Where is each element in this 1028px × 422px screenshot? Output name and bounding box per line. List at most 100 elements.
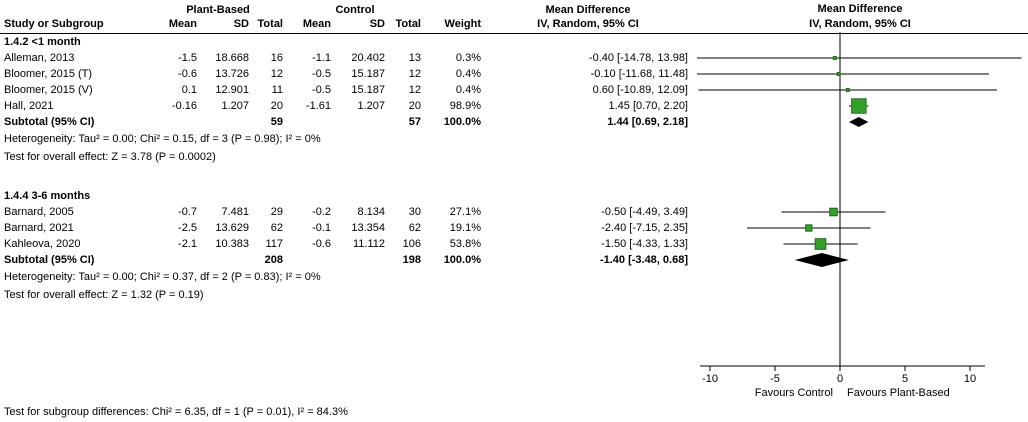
effect-square [845, 88, 850, 92]
mean-pb-value [150, 252, 200, 268]
sd-pb-value: 18.668 [215, 52, 249, 64]
mean-pb-value [150, 114, 200, 130]
subgroup-difference-text: Test for subgroup differences: Chi² = 6.… [4, 406, 348, 418]
sd-c-value: 13.354 [351, 222, 385, 234]
sd-pb-value [200, 114, 252, 130]
mean-pb-value: -0.7 [178, 206, 197, 218]
study-name: Subtotal (95% CI) [4, 254, 95, 266]
study-col-header: Study or Subgroup [4, 18, 104, 30]
mean-pb-value: 0.1 [181, 84, 197, 96]
overall-effect-text: Test for overall effect: Z = 3.78 (P = 0… [4, 151, 216, 163]
study-row: Barnard, 2021 -2.5 13.629 62 -0.1 13.354 62 19.… [0, 220, 692, 236]
subtotal-diamond [848, 117, 869, 127]
sd-pb-value: 1.207 [221, 100, 249, 112]
ci-text: -0.10 [-11.68, 11.48] [590, 68, 688, 80]
plot-mean-difference-header: Mean Difference [817, 3, 903, 15]
total-pb-col-header: Total [257, 18, 283, 30]
sd-pb-value: 13.629 [215, 222, 249, 234]
sd-pb-value: 13.726 [215, 68, 249, 80]
heterogeneity-row: Heterogeneity: Tau² = 0.00; Chi² = 0.15,… [0, 130, 692, 148]
effect-square [805, 224, 813, 232]
subgroup-title-row: 1.4.2 <1 month [0, 34, 692, 50]
ci-text: -2.40 [-7.15, 2.35] [601, 222, 688, 234]
subtotal-row: Subtotal (95% CI) 59 57 100.0% 1.44 [0.69, 2… [0, 114, 692, 130]
axis-tick-label: 5 [902, 373, 908, 385]
total-c-value: 198 [402, 254, 421, 266]
total-c-value: 12 [408, 68, 421, 80]
effect-square [836, 72, 841, 76]
group2-header: Control [335, 4, 375, 16]
sd-c-value: 1.207 [357, 100, 385, 112]
study-name: Barnard, 2005 [4, 206, 74, 218]
ci-text: 1.45 [0.70, 2.20] [608, 100, 688, 112]
weight-value: 98.9% [449, 100, 481, 112]
ci-text: -0.40 [-14.78, 13.98] [588, 52, 688, 64]
study-name: Bloomer, 2015 (T) [4, 68, 93, 80]
study-table: Plant-Based Control Mean Difference Stud… [0, 0, 692, 304]
effect-square [851, 98, 867, 114]
study-row: Bloomer, 2015 (T) -0.6 13.726 12 -0.5 15.187 1… [0, 66, 692, 82]
header-spacer [0, 3, 150, 17]
weight-col-header: Weight [444, 18, 481, 30]
ci-text: -0.50 [-4.49, 3.49] [601, 206, 688, 218]
subtotal-row: Subtotal (95% CI) 208 198 100.0% -1.40 [-3.4… [0, 252, 692, 268]
sd-pb-value: 12.901 [215, 84, 249, 96]
ci-text: 0.60 [-10.89, 12.09] [592, 84, 688, 96]
mean-c-value: -0.6 [312, 238, 331, 250]
total-pb-value: 59 [270, 116, 283, 128]
study-name: Kahleova, 2020 [4, 238, 81, 250]
group1-header: Plant-Based [186, 4, 250, 16]
study-name: Subtotal (95% CI) [4, 116, 95, 128]
ci-text: -1.50 [-4.33, 1.33] [601, 238, 688, 250]
mean-pb-value: -2.5 [178, 222, 197, 234]
weight-value: 100.0% [443, 254, 481, 266]
study-row: Bloomer, 2015 (V) 0.1 12.901 11 -0.5 15.187 12… [0, 82, 692, 98]
mean-pb-col-header: Mean [168, 18, 197, 30]
weight-value: 0.4% [455, 68, 481, 80]
axis-tick-label: -5 [770, 373, 780, 385]
sd-c-value [334, 114, 388, 130]
total-pb-value: 117 [265, 238, 283, 250]
mean-c-value [286, 252, 334, 268]
mean-c-value: -1.1 [312, 52, 331, 64]
weight-value: 0.4% [455, 84, 481, 96]
favours-left-label: Favours Control [755, 387, 833, 399]
sd-c-value: 8.134 [357, 206, 385, 218]
overall-effect-row: Test for overall effect: Z = 1.32 (P = 0… [0, 286, 692, 304]
subgroup-title: 1.4.4 3-6 months [4, 190, 91, 202]
subgroup-title: 1.4.2 <1 month [4, 36, 81, 48]
sd-pb-value: 7.481 [221, 206, 249, 218]
axis-tick-label: -10 [702, 373, 718, 385]
sd-pb-value [200, 252, 252, 268]
total-c-value: 106 [402, 238, 421, 250]
mean-c-value: -0.2 [312, 206, 331, 218]
total-c-value: 62 [408, 222, 421, 234]
mean-c-value [286, 114, 334, 130]
study-row: Hall, 2021 -0.16 1.207 20 -1.61 1.207 20 98.9% 1… [0, 98, 692, 114]
total-pb-value: 208 [264, 254, 283, 266]
heterogeneity-text: Heterogeneity: Tau² = 0.00; Chi² = 0.15,… [4, 133, 321, 145]
heterogeneity-row: Heterogeneity: Tau² = 0.00; Chi² = 0.37,… [0, 268, 692, 286]
ci-method-col-header: IV, Random, 95% CI [537, 18, 639, 30]
ci-text: -1.40 [-3.48, 0.68] [599, 254, 688, 266]
mean-c-value: -0.1 [312, 222, 331, 234]
sd-c-value: 15.187 [351, 84, 385, 96]
sd-c-col-header: SD [369, 18, 385, 30]
header-divider [0, 33, 1028, 34]
study-name: Barnard, 2021 [4, 222, 74, 234]
total-pb-value: 12 [270, 68, 283, 80]
study-row: Alleman, 2013 -1.5 18.668 16 -1.1 20.402 13 0.3… [0, 50, 692, 66]
effect-square [829, 207, 838, 217]
total-c-value: 12 [408, 84, 421, 96]
mean-pb-value: -2.1 [178, 238, 197, 250]
sd-c-value [334, 252, 388, 268]
total-c-col-header: Total [395, 18, 421, 30]
mean-c-value: -0.5 [312, 84, 331, 96]
weight-value: 27.1% [449, 206, 481, 218]
sd-c-value: 11.112 [352, 238, 385, 250]
study-row: Barnard, 2005 -0.7 7.481 29 -0.2 8.134 30 27.1%… [0, 204, 692, 220]
overall-effect-row: Test for overall effect: Z = 3.78 (P = 0… [0, 148, 692, 166]
total-pb-value: 16 [270, 52, 283, 64]
subgroup-title-row: 1.4.4 3-6 months [0, 188, 692, 204]
